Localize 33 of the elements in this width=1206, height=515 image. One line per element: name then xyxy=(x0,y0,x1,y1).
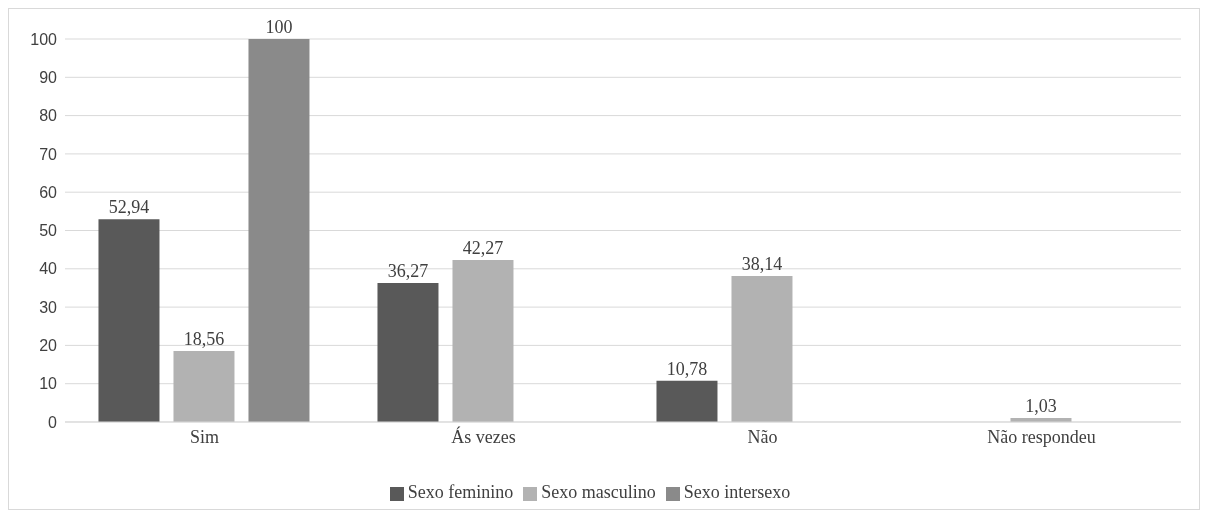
y-tick-label: 100 xyxy=(30,30,58,48)
x-tick-label: Não respondeu xyxy=(987,426,1096,447)
legend-label: Sexo intersexo xyxy=(683,482,791,502)
y-tick-label: 60 xyxy=(39,183,58,201)
y-tick-label: 80 xyxy=(39,107,58,125)
x-tick-label: Sim xyxy=(189,426,220,447)
data-label: 100 xyxy=(265,17,293,37)
y-tick-label: 10 xyxy=(39,375,58,393)
bar xyxy=(452,260,514,422)
bar xyxy=(377,283,439,422)
data-label: 18,56 xyxy=(183,328,225,349)
x-tick-label: Não xyxy=(747,426,778,447)
y-tick-label: 90 xyxy=(39,68,58,86)
y-tick-label: 20 xyxy=(39,337,58,355)
y-tick-label: 0 xyxy=(48,413,58,431)
bar xyxy=(98,219,160,422)
data-label: 42,27 xyxy=(462,238,504,259)
y-tick-label: 50 xyxy=(39,222,58,240)
bar xyxy=(173,350,235,422)
data-label: 36,27 xyxy=(387,261,429,282)
data-label: 52,94 xyxy=(108,197,150,218)
data-label: 10,78 xyxy=(666,358,708,379)
bar xyxy=(248,39,310,422)
y-tick-label: 70 xyxy=(39,145,58,163)
data-label: 1,03 xyxy=(1025,396,1057,417)
bar xyxy=(656,380,718,422)
x-tick-label: Ás vezes xyxy=(451,425,516,447)
y-tick-label: 30 xyxy=(39,298,58,316)
data-label: 38,14 xyxy=(741,253,783,274)
y-tick-label: 40 xyxy=(39,260,58,278)
bar xyxy=(731,275,793,422)
legend-label: Sexo feminino xyxy=(407,482,514,502)
legend-label: Sexo masculino xyxy=(541,482,656,502)
